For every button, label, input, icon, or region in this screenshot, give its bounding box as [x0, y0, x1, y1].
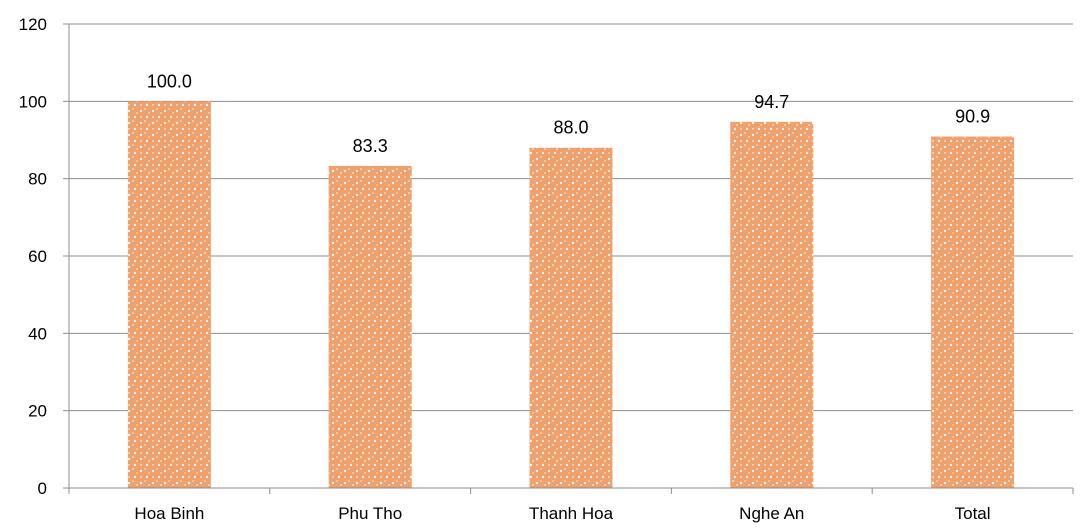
- bar-phu-tho: [328, 165, 412, 488]
- bar-nghe-an: [730, 121, 814, 489]
- x-tick-label: Total: [955, 504, 991, 523]
- data-label: 100.0: [147, 71, 192, 91]
- x-tick-label: Phu Tho: [338, 504, 402, 523]
- axes: [63, 23, 1074, 494]
- data-label: 94.7: [754, 92, 789, 112]
- x-tick-label: Hoa Binh: [134, 504, 204, 523]
- bars: [127, 101, 1015, 489]
- data-label: 83.3: [353, 136, 388, 156]
- y-tick-label: 40: [28, 324, 47, 343]
- data-label: 90.9: [955, 107, 990, 127]
- y-tick-label: 100: [19, 92, 47, 111]
- y-tick-label: 120: [19, 15, 47, 34]
- x-tick-label: Nghe An: [739, 504, 804, 523]
- y-tick-label: 60: [28, 247, 47, 266]
- y-tick-label: 20: [28, 402, 47, 421]
- bar-total: [931, 136, 1015, 488]
- y-tick-label: 80: [28, 170, 47, 189]
- data-label: 88.0: [553, 118, 588, 138]
- bar-thanh-hoa: [529, 147, 613, 488]
- y-tick-label: 0: [38, 479, 47, 498]
- labels: 0 20 40 60 80 100 120 100.0 Hoa Binh 83.3 Phu Tho 8…: [19, 15, 991, 523]
- x-tick-label: Thanh Hoa: [529, 504, 614, 523]
- bar-hoa-binh: [127, 101, 211, 488]
